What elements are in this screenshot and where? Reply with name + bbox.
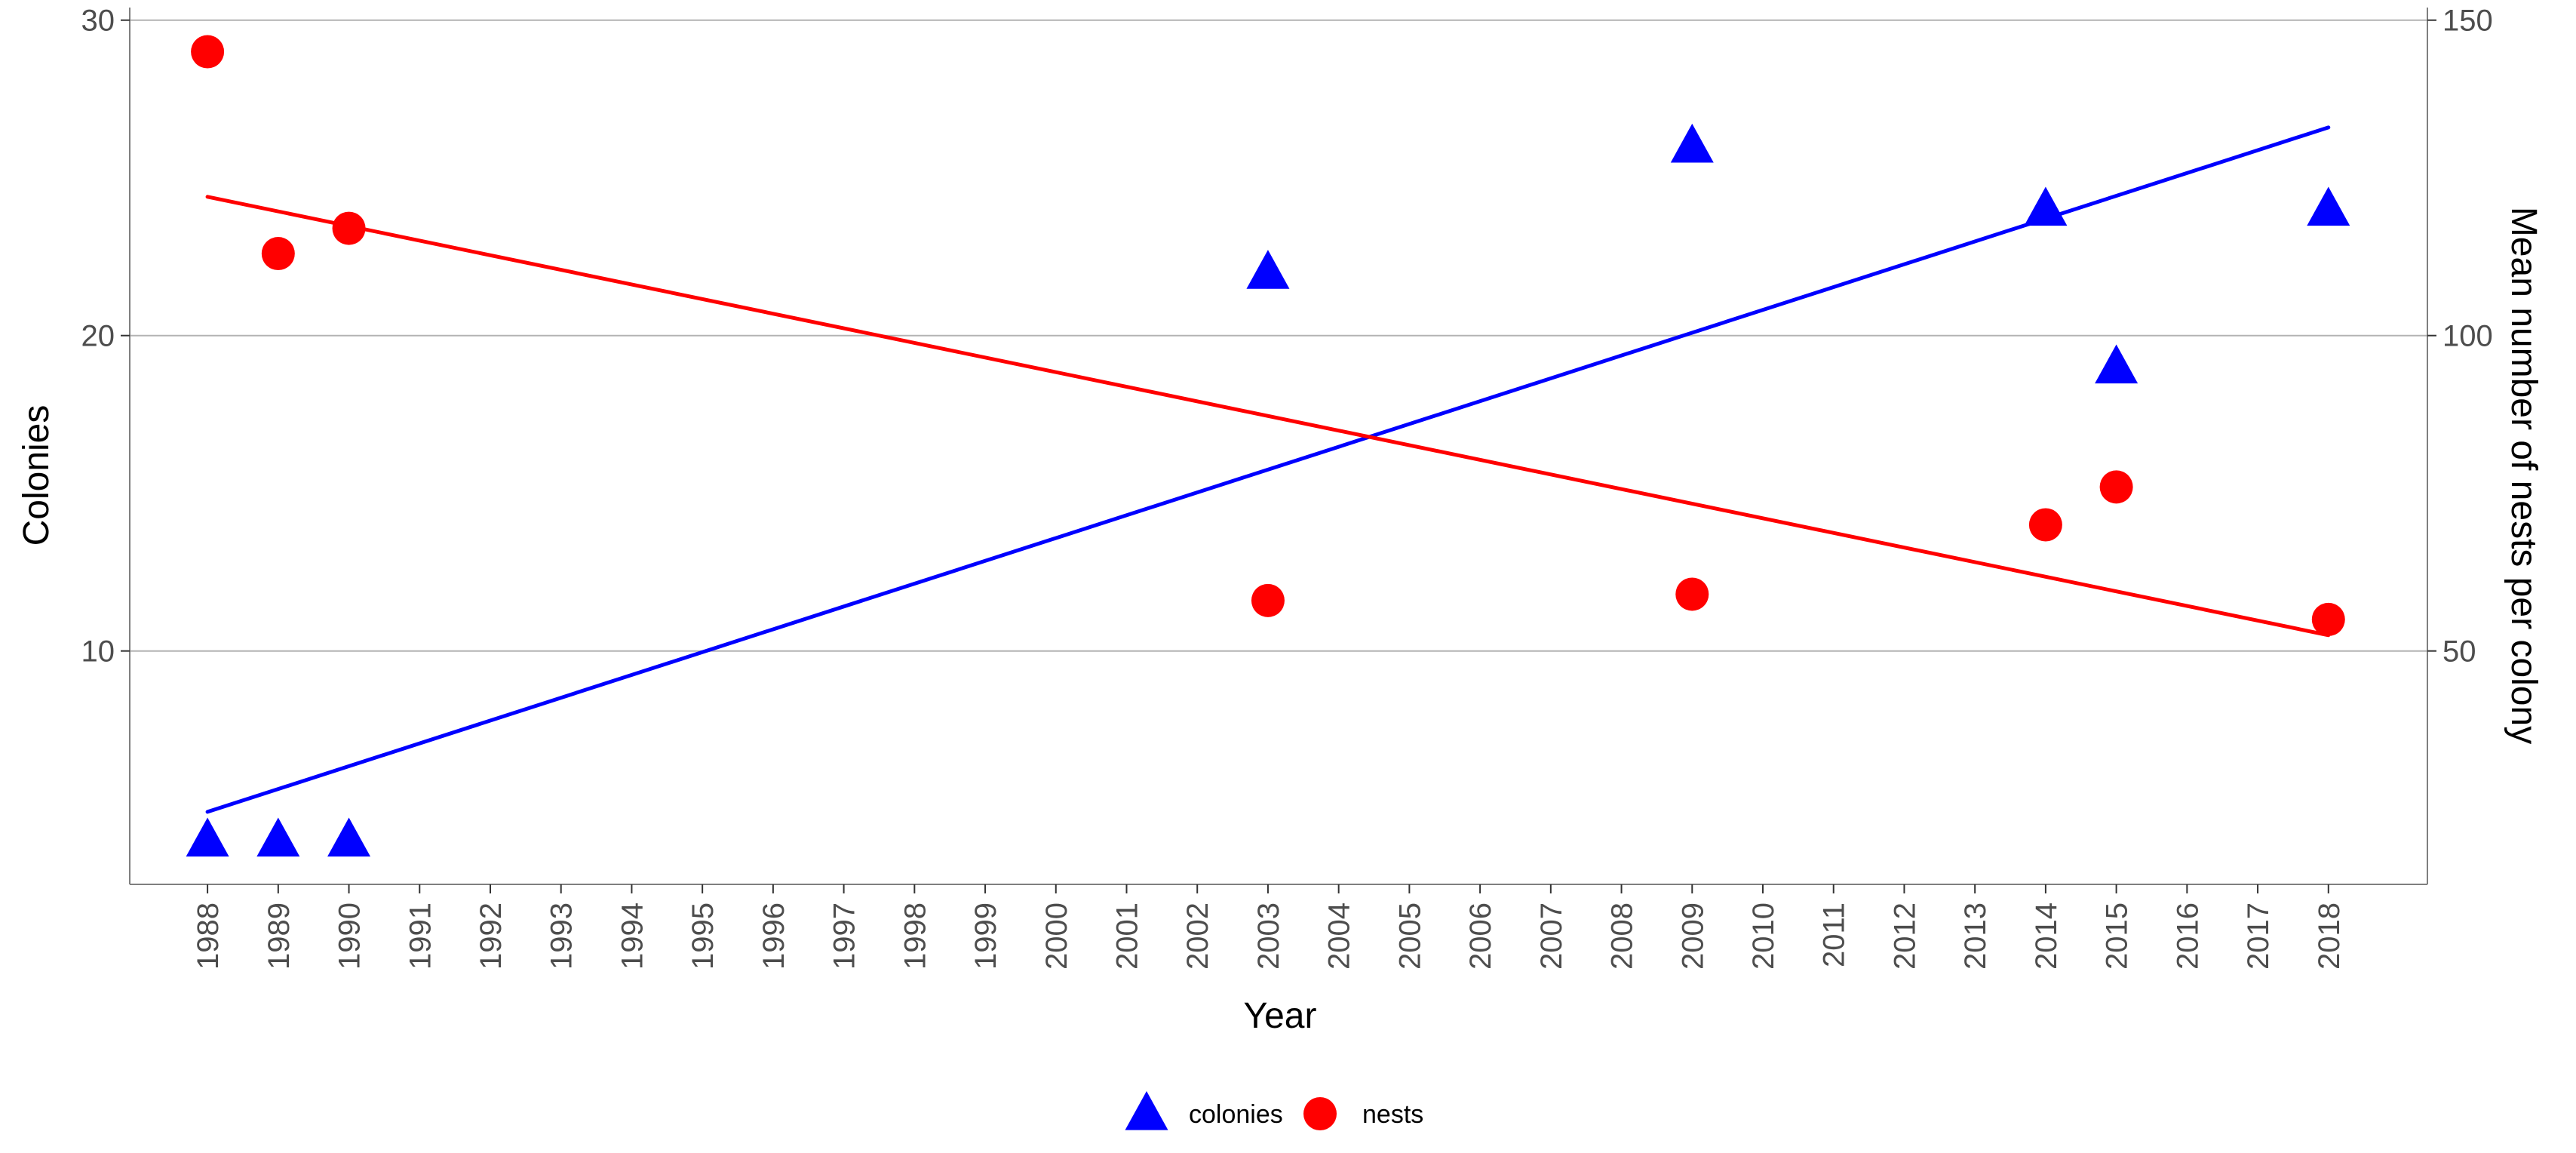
x-tick-label: 2001: [1110, 902, 1144, 970]
data-points: [186, 35, 2350, 857]
y2-tick-label: 150: [2442, 5, 2493, 38]
x-tick-label: 2006: [1464, 902, 1497, 970]
point-nests-2009: [1675, 577, 1709, 611]
x-tick-label: 1988: [192, 902, 225, 970]
legend-label-colonies: colonies: [1189, 1100, 1283, 1129]
point-nests-2018: [2311, 602, 2345, 636]
y-tick-label: 10: [81, 635, 115, 669]
x-tick-label: 2013: [1959, 902, 1992, 970]
y2-tick-label: 100: [2442, 320, 2493, 353]
point-colonies-2003: [1246, 250, 1290, 289]
x-tick-label: 2017: [2242, 902, 2275, 970]
x-tick-label: 1999: [969, 902, 1002, 970]
x-tick-label: 2015: [2101, 902, 2134, 970]
x-tick-label: 2018: [2313, 902, 2346, 970]
trend-lines: [205, 125, 2331, 814]
legend: colonies nests: [1125, 1091, 1423, 1130]
x-tick-label: 1991: [404, 902, 437, 970]
y2-axis-title: Mean number of nests per colony: [2504, 207, 2544, 744]
tick-labels: 10 20 30 50 100 150 1988 1989 1990 1991 1992 1993 19…: [81, 5, 2493, 970]
x-tick-label: 2010: [1747, 902, 1780, 970]
point-colonies-1988: [186, 817, 229, 857]
x-tick-label: 1998: [898, 902, 932, 970]
y-tick-label: 20: [81, 320, 115, 353]
grid-lines: [130, 19, 2427, 652]
point-nests-2014: [2028, 508, 2062, 542]
x-tick-label: 2009: [1676, 902, 1709, 970]
x-axis-title: Year: [1244, 996, 1317, 1036]
y2-tick-label: 50: [2442, 635, 2476, 669]
point-nests-1989: [261, 237, 295, 271]
legend-label-nests: nests: [1362, 1100, 1423, 1129]
x-tick-label: 2008: [1606, 902, 1639, 970]
x-tick-label: 1997: [828, 902, 861, 970]
point-colonies-1990: [327, 817, 371, 857]
x-tick-label: 2000: [1040, 902, 1073, 970]
point-colonies-1989: [256, 817, 300, 857]
point-nests-1990: [332, 211, 366, 245]
x-tick-label: 2005: [1393, 902, 1426, 970]
legend-key-nests: [1303, 1097, 1337, 1130]
axes: [129, 8, 2428, 885]
y-tick-label: 30: [81, 5, 115, 38]
point-colonies-2014: [2024, 186, 2068, 226]
x-tick-label: 2003: [1252, 902, 1285, 970]
x-tick-label: 1992: [474, 902, 508, 970]
trend-line-nests: [205, 195, 2331, 638]
x-tick-label: 2012: [1888, 902, 1921, 970]
trend-line-colonies: [205, 125, 2331, 814]
point-nests-2003: [1251, 583, 1285, 617]
point-colonies-2018: [2307, 186, 2350, 226]
x-tick-label: 1989: [263, 902, 296, 970]
x-tick-label: 2016: [2171, 902, 2204, 970]
y-axis-title: Colonies: [17, 405, 57, 546]
x-tick-label: 2014: [2030, 902, 2063, 970]
x-tick-label: 1993: [545, 902, 579, 970]
x-tick-label: 1995: [686, 902, 720, 970]
x-tick-label: 1994: [616, 902, 649, 970]
x-tick-label: 2007: [1535, 902, 1568, 970]
point-colonies-2015: [2095, 344, 2138, 384]
point-nests-2015: [2099, 470, 2133, 504]
x-tick-label: 2004: [1323, 902, 1356, 970]
x-tick-label: 2011: [1818, 902, 1851, 967]
legend-key-colonies: [1125, 1091, 1168, 1130]
point-nests-1988: [191, 35, 225, 69]
x-tick-label: 2002: [1181, 902, 1214, 970]
point-colonies-2009: [1670, 123, 1714, 163]
x-tick-label: 1996: [757, 902, 791, 970]
x-tick-label: 1990: [333, 902, 367, 970]
